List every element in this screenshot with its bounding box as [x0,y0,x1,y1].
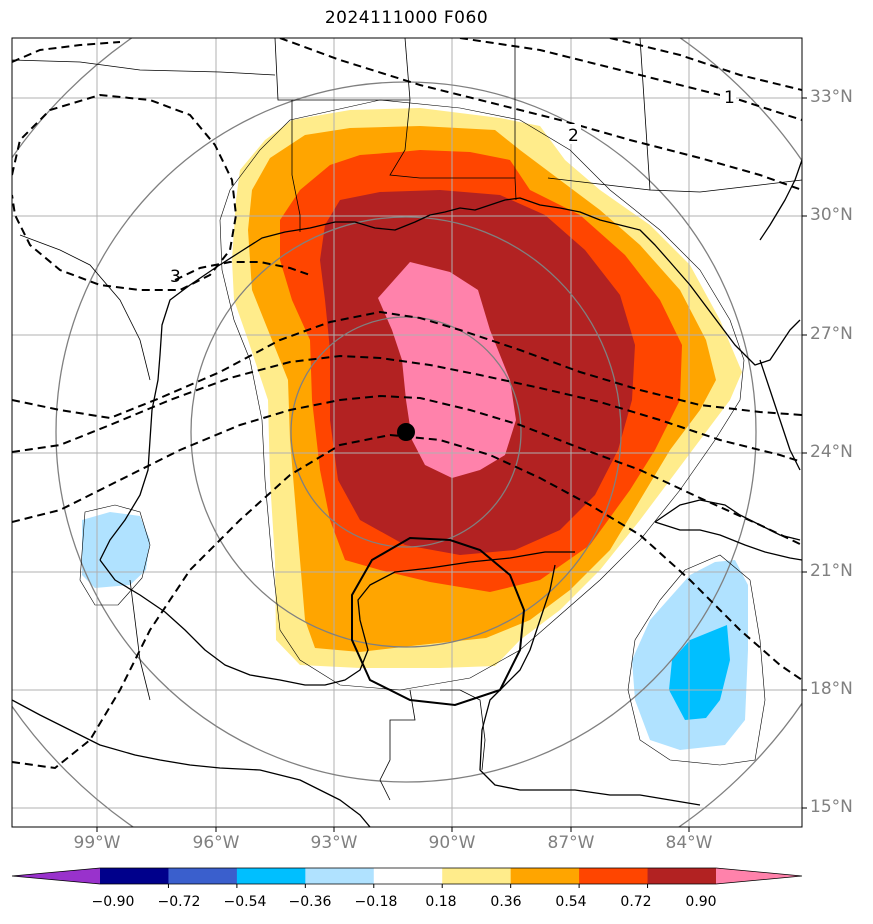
shaded-field [82,108,748,750]
lon-label-99w: 99°W [73,833,121,853]
colorbar-tick-label: −0.72 [157,894,201,910]
thin-outlines [79,99,766,766]
colorbar-tick-label: −0.36 [288,894,332,910]
lat-label-30: 30°N [810,205,853,225]
colorbar-bin [579,868,649,884]
contour-labels: 1 2 3 [170,86,736,287]
colorbar-bin [647,868,717,884]
colorbar-tick-label: 0.72 [620,894,652,910]
colorbar-tick-label: 0.54 [555,894,587,910]
lon-label-90w: 90°W [428,833,476,853]
lon-label-84w: 84°W [665,833,713,853]
colorbar-tick-label: 0.90 [685,894,717,910]
colorbar-tick-label: −0.18 [354,894,398,910]
colorbar-tick-label: −0.54 [223,894,267,910]
colorbar-bin [305,868,375,884]
colorbar [11,867,803,888]
shade-neg-0.36 [669,625,730,720]
dashed-contours [12,38,802,770]
lat-label-18: 18°N [810,679,853,699]
contour-label-3: 3 [170,267,181,287]
lat-label-27: 27°N [810,324,853,344]
colorbar-tick-label: 0.18 [425,894,457,910]
storm-center-marker [397,423,415,441]
colorbar-extend-high [716,868,802,884]
colorbar-bin [442,868,512,884]
lat-label-24: 24°N [810,442,853,462]
solid-contour [351,536,526,707]
lat-label-15: 15°N [810,797,853,817]
coastline [12,159,802,827]
colorbar-tick-label: −0.90 [91,894,135,910]
colorbar-bin [236,868,306,884]
lon-label-93w: 93°W [310,833,358,853]
contour-label-1: 1 [724,88,735,108]
borders [12,38,802,801]
shade-neg-0.18-west [82,512,150,588]
map-title: 2024111000 F060 [324,8,489,28]
colorbar-bin [510,868,580,884]
tick-marks [96,97,807,832]
contour-label-2: 2 [568,126,579,146]
gridlines [12,38,802,827]
colorbar-extend-low [12,868,100,884]
colorbar-bin [168,868,238,884]
map-frame [11,37,803,828]
lon-label-87w: 87°W [547,833,595,853]
lat-label-21: 21°N [810,561,853,581]
colorbar-bin [100,868,169,884]
colorbar-tick-label: 0.36 [490,894,522,910]
colorbar-bin [373,868,443,884]
colorbar-outline [11,867,803,885]
lat-label-33: 33°N [810,87,853,107]
lon-label-96w: 96°W [192,833,240,853]
